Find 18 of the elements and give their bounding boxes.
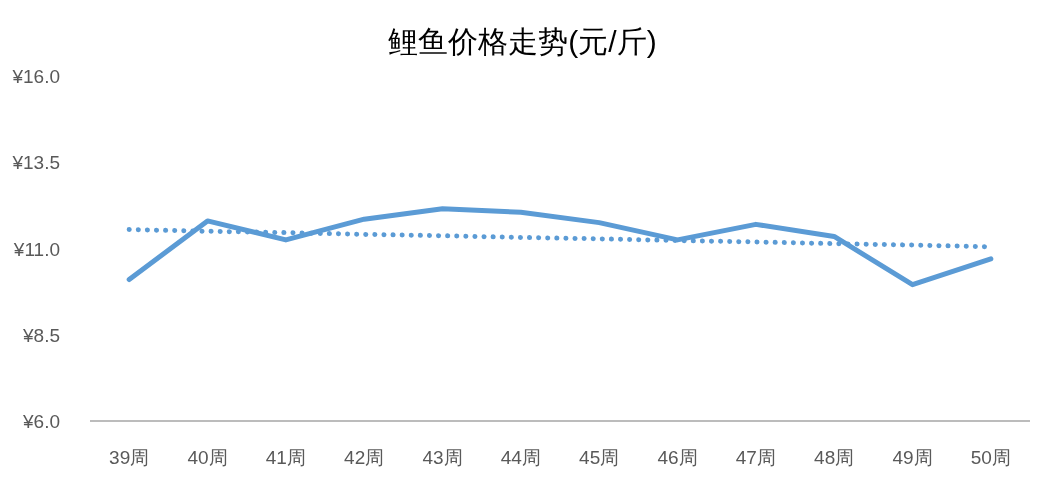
x-tick-label: 47周 (735, 447, 776, 468)
x-tick-label: 44周 (500, 447, 541, 468)
x-tick-label: 46周 (657, 447, 698, 468)
chart-title: 鲤鱼价格走势(元/斤) (388, 25, 657, 58)
x-tick-label: 42周 (344, 447, 385, 468)
y-tick-label: ¥13.5 (11, 152, 60, 174)
x-tick-label: 49周 (892, 447, 933, 468)
x-tick-label: 43周 (422, 447, 463, 468)
x-tick-label: 48周 (814, 447, 855, 468)
x-tick-label: 40周 (187, 447, 228, 468)
y-tick-label: ¥11.0 (12, 238, 60, 260)
y-tick-label: ¥8.5 (22, 324, 60, 346)
x-tick-label: 50周 (970, 447, 1011, 468)
x-tick-label: 41周 (265, 447, 306, 468)
y-tick-label: ¥16.0 (11, 66, 60, 87)
x-tick-label: 45周 (579, 447, 620, 468)
y-tick-label: ¥6.0 (22, 411, 60, 432)
x-tick-label: 39周 (109, 447, 150, 468)
